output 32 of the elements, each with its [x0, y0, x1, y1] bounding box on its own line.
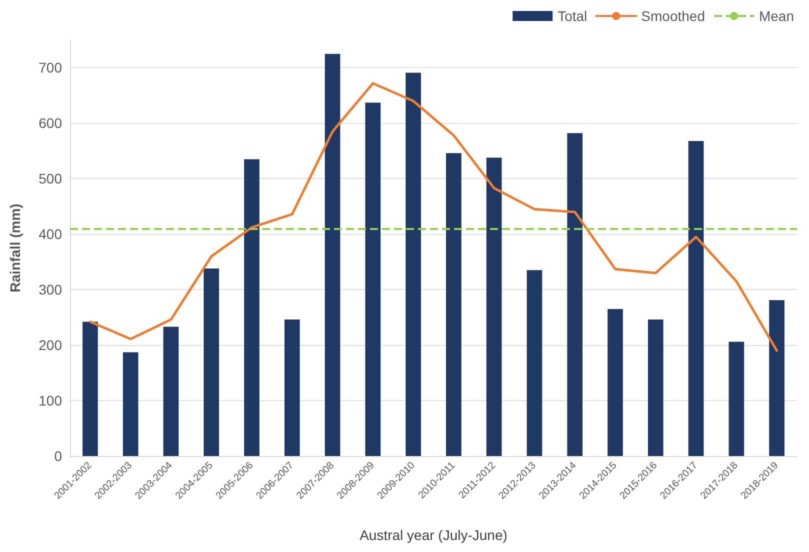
y-tick-label: 400	[38, 226, 62, 242]
bar	[688, 140, 704, 456]
bar	[769, 300, 784, 456]
bar	[204, 268, 220, 456]
legend-label: Smoothed	[641, 8, 705, 24]
legend-label: Mean	[758, 8, 794, 24]
bar	[486, 158, 502, 456]
line-series	[88, 82, 778, 352]
bar	[244, 159, 260, 456]
bar	[446, 153, 462, 456]
legend-label: Total	[558, 8, 588, 24]
bar	[365, 102, 381, 456]
bar	[324, 54, 340, 456]
x-axis-title: Austral year (July-June)	[360, 527, 508, 543]
y-tick-label: 100	[38, 392, 62, 409]
bar	[526, 270, 542, 456]
y-tick-label: 500	[38, 170, 62, 187]
y-tick-label: 300	[38, 282, 62, 298]
bar	[122, 352, 138, 456]
y-tick-label: 600	[38, 115, 62, 132]
bar	[567, 133, 583, 456]
y-tick-label: 700	[38, 60, 62, 76]
bar	[82, 322, 98, 456]
bar	[406, 72, 421, 456]
bar	[648, 320, 664, 456]
bar	[728, 342, 744, 456]
bar	[163, 326, 179, 456]
y-tick-label: 200	[38, 337, 62, 354]
bar	[284, 320, 300, 456]
bar	[608, 309, 623, 456]
y-tick-label: 0	[54, 448, 62, 464]
y-axis-title: Rainfall (mm)	[7, 204, 23, 292]
